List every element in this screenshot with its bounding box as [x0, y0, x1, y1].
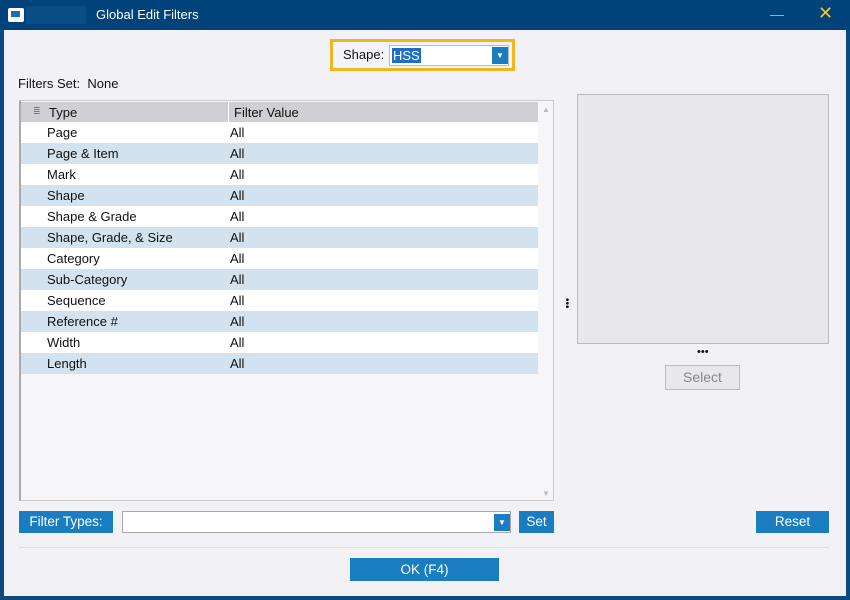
table-row[interactable]: Page & Item All [21, 143, 538, 164]
table-row[interactable]: Shape & Grade All [21, 206, 538, 227]
filter-value-cell[interactable]: All [230, 125, 245, 140]
filter-value-cell[interactable]: All [230, 251, 245, 266]
column-header-filter-value[interactable]: Filter Value [234, 105, 299, 120]
table-row[interactable]: Shape, Grade, & Size All [21, 227, 538, 248]
table-row[interactable]: Shape All [21, 185, 538, 206]
chevron-down-icon[interactable]: ▼ [494, 514, 510, 531]
title-bar: Global Edit Filters — ✕ [0, 0, 850, 30]
shape-filter: Shape: HSS ▼ [330, 39, 515, 71]
filters-set-label: Filters Set: [18, 76, 81, 91]
table-header: ≣ Type Filter Value [21, 102, 538, 122]
type-cell: Length [47, 356, 87, 371]
shape-value: HSS [392, 48, 421, 63]
more-icon[interactable]: ••• [697, 346, 709, 358]
minimize-icon[interactable]: — [770, 6, 784, 22]
type-cell: Mark [47, 167, 76, 182]
table-row[interactable]: Length All [21, 353, 538, 374]
divider [19, 547, 829, 548]
filters-set-value: None [87, 76, 119, 91]
scroll-down-icon[interactable]: ▼ [542, 489, 550, 498]
column-header-type[interactable]: Type [49, 105, 78, 120]
filter-value-cell[interactable]: All [230, 188, 245, 203]
type-cell: Sub-Category [47, 272, 128, 287]
type-cell: Category [47, 251, 100, 266]
chevron-down-icon[interactable]: ▼ [492, 47, 508, 64]
type-cell: Shape [47, 188, 85, 203]
splitter-handle[interactable]: ••• [561, 298, 572, 309]
redacted-region [26, 6, 86, 24]
filter-value-cell[interactable]: All [230, 335, 245, 350]
shape-label: Shape: [343, 47, 385, 62]
reset-button[interactable]: Reset [756, 511, 829, 533]
ok-button[interactable]: OK (F4) [350, 558, 499, 581]
table-row[interactable]: Mark All [21, 164, 538, 185]
filter-types-button[interactable]: Filter Types: [19, 511, 113, 533]
close-icon[interactable]: ✕ [818, 3, 834, 23]
table-row[interactable]: Width All [21, 332, 538, 353]
window-title: Global Edit Filters [96, 7, 199, 22]
app-icon [8, 8, 24, 22]
table-row[interactable]: Sub-Category All [21, 269, 538, 290]
set-button[interactable]: Set [519, 511, 554, 533]
type-cell: Reference # [47, 314, 118, 329]
filter-value-cell[interactable]: All [230, 167, 245, 182]
type-cell: Shape, Grade, & Size [47, 230, 173, 245]
scroll-up-icon[interactable]: ▲ [542, 105, 550, 114]
filter-types-dropdown[interactable]: ▼ [122, 511, 511, 533]
filter-value-cell[interactable]: All [230, 272, 245, 287]
table-row[interactable]: Sequence All [21, 290, 538, 311]
filter-value-cell[interactable]: All [230, 209, 245, 224]
table-row[interactable]: Page All [21, 122, 538, 143]
shape-dropdown[interactable]: HSS ▼ [389, 45, 509, 66]
select-button[interactable]: Select [665, 365, 740, 390]
filter-value-cell[interactable]: All [230, 356, 245, 371]
filter-value-cell[interactable]: All [230, 293, 245, 308]
type-cell: Page [47, 125, 78, 140]
vertical-scrollbar[interactable]: ▲ ▼ [538, 101, 554, 500]
type-cell: Shape & Grade [47, 209, 137, 224]
filter-table: ≣ Type Filter Value Page All Page & Item Al… [19, 100, 554, 501]
filter-value-cell[interactable]: All [230, 230, 245, 245]
table-row[interactable]: Reference # All [21, 311, 538, 332]
sort-icon[interactable]: ≣ [33, 106, 41, 116]
filter-value-cell[interactable]: All [230, 146, 245, 161]
type-cell: Width [47, 335, 81, 350]
filter-value-cell[interactable]: All [230, 314, 245, 329]
type-cell: Sequence [47, 293, 106, 308]
table-row[interactable]: Category All [21, 248, 538, 269]
filters-set: Filters Set: None [18, 76, 118, 91]
preview-panel [577, 94, 829, 344]
type-cell: Page & Item [47, 146, 119, 161]
